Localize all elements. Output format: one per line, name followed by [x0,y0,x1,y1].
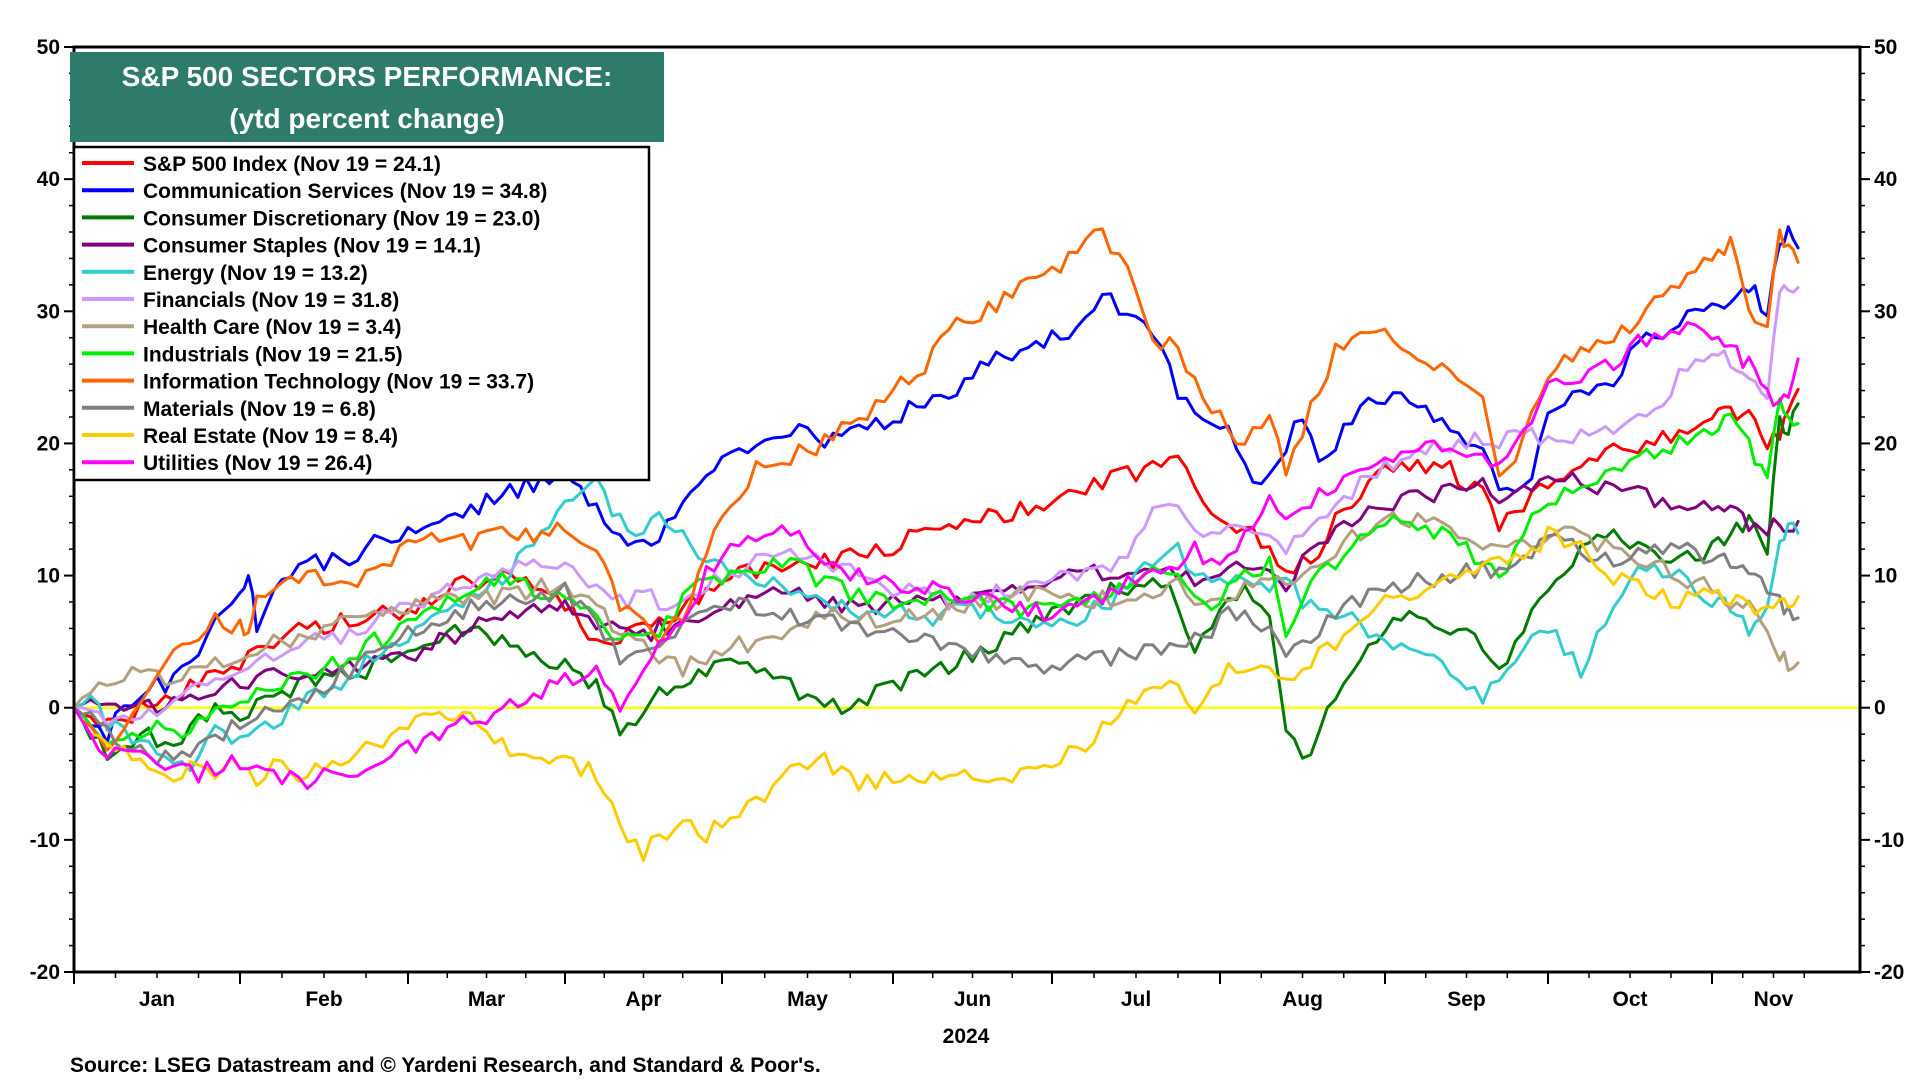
series-line-1 [72,387,1800,729]
x-month-label: Jul [1121,988,1151,1011]
series-line-10 [72,532,1800,766]
x-month-label: Nov [1754,988,1794,1011]
y-tick-label-right: 0 [1874,697,1886,720]
y-tick-label-left: 0 [48,697,60,720]
series-line-11 [72,525,1800,862]
legend: S&P 500 Index (Nov 19 = 24.1) Communicati… [72,145,651,482]
legend-label: Consumer Discretionary (Nov 19 = 23.0) [143,207,540,230]
legend-label: Communication Services (Nov 19 = 34.8) [143,180,547,203]
y-tick-label-left: 30 [37,300,60,323]
y-tick-label-left: -10 [30,829,60,852]
y-tick-label-right: 30 [1874,300,1897,323]
legend-frame [72,145,651,482]
legend-label: Utilities (Nov 19 = 26.4) [143,452,372,475]
legend-items: S&P 500 Index (Nov 19 = 24.1) Communicati… [82,153,547,475]
y-tick-label-left: -20 [30,961,60,984]
x-month-label: Oct [1612,988,1647,1011]
legend-label: Materials (Nov 19 = 6.8) [143,398,376,421]
y-tick-label-left: 50 [37,36,60,59]
series-line-8 [72,397,1800,746]
chart-title: S&P 500 SECTORS PERFORMANCE: [122,61,613,92]
title-background [70,52,664,142]
x-month-label: Mar [468,988,505,1011]
y-tick-label-right: 40 [1874,168,1897,191]
legend-label: Information Technology (Nov 19 = 33.7) [143,371,534,394]
legend-label: Consumer Staples (Nov 19 = 14.1) [143,235,481,258]
series-line-3 [72,402,1800,761]
x-month-label: Sep [1447,988,1486,1011]
plot-frame [72,45,1862,974]
x-month-label: Apr [625,988,661,1011]
x-month-label: Jan [139,988,175,1011]
legend-label: S&P 500 Index (Nov 19 = 24.1) [143,153,441,176]
y-tick-label-right: -20 [1874,961,1904,984]
x-month-label: Aug [1282,988,1323,1011]
chart-subtitle: (ytd percent change) [229,103,504,134]
series-line-2 [72,225,1800,744]
y-tick-label-right: -10 [1874,829,1904,852]
y-tick-label-left: 40 [37,168,60,191]
x-month-label: May [787,988,828,1011]
y-tick-label-left: 20 [37,432,60,455]
x-axis-year-label: 2024 [943,1025,990,1048]
legend-label: Health Care (Nov 19 = 3.4) [143,316,402,339]
x-month-label: Feb [305,988,342,1011]
x-month-label: Jun [954,988,991,1011]
legend-label: Financials (Nov 19 = 31.8) [143,289,399,312]
y-tick-label-right: 50 [1874,36,1897,59]
y-tick-label-right: 10 [1874,565,1897,588]
legend-label: Energy (Nov 19 = 13.2) [143,262,368,285]
y-tick-label-right: 20 [1874,432,1897,455]
series-line-9 [72,227,1800,752]
legend-label: Real Estate (Nov 19 = 8.4) [143,425,398,448]
legend-label: Industrials (Nov 19 = 21.5) [143,343,403,366]
series-line-12 [72,321,1800,790]
series-layer [72,225,1800,862]
y-tick-label-left: 10 [37,565,60,588]
title-box: S&P 500 SECTORS PERFORMANCE: (ytd percen… [70,52,664,142]
axis-layer: 50 50 40 40 30 30 20 20 10 10 0 0 -10 -10 -20 -20 Jan Feb… [30,36,1905,1011]
source-note: Source: LSEG Datastream and © Yardeni Re… [70,1054,821,1077]
